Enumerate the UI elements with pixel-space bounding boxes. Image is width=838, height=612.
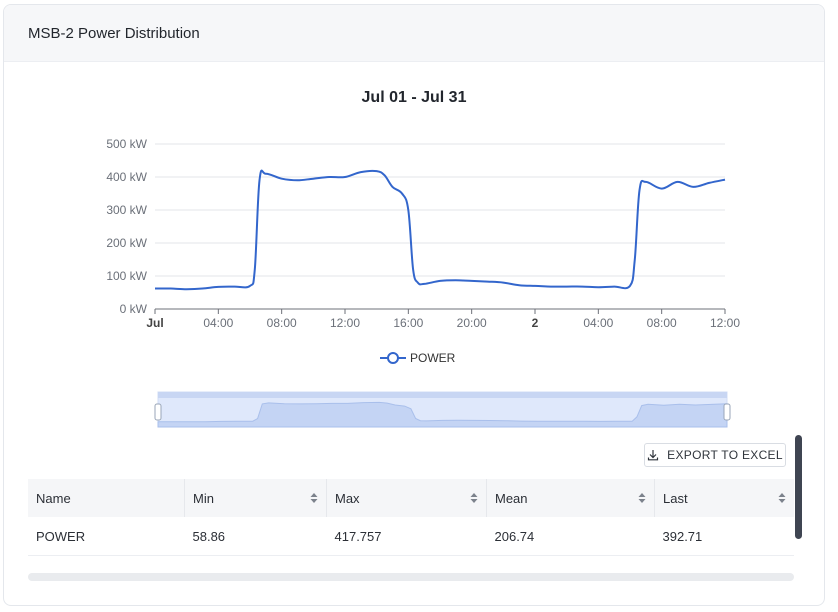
- x-tick-label: 08:00: [647, 316, 677, 330]
- column-header-last[interactable]: Last: [654, 479, 794, 517]
- chart-series: [154, 169, 726, 291]
- y-tick-label: 400 kW: [106, 170, 147, 184]
- y-axis: 0 kW 100 kW 200 kW 300 kW 400 kW 500 kW: [106, 137, 147, 316]
- zoom-preview-area: [157, 401, 728, 428]
- cell-max: 417.757: [326, 517, 487, 556]
- legend-label[interactable]: POWER: [410, 351, 456, 365]
- cell-name: POWER: [28, 517, 185, 556]
- column-header-name[interactable]: Name: [28, 479, 185, 517]
- y-tick-label: 0 kW: [120, 302, 148, 316]
- y-tick-label: 500 kW: [106, 137, 147, 151]
- sort-icon[interactable]: [470, 492, 478, 504]
- chart-title: Jul 01 - Jul 31: [362, 89, 467, 106]
- y-tick-label: 300 kW: [106, 203, 147, 217]
- chart-grid: [155, 143, 725, 277]
- y-tick-label: 100 kW: [106, 269, 147, 283]
- cell-mean: 206.74: [486, 517, 655, 556]
- statistics-table: Name Min Max Mean: [28, 479, 794, 556]
- cell-last: 392.71: [654, 517, 794, 556]
- export-button-label: EXPORT TO EXCEL: [667, 448, 783, 462]
- cell-min: 58.86: [184, 517, 327, 556]
- horizontal-scrollbar[interactable]: [28, 573, 794, 581]
- column-header-min[interactable]: Min: [184, 479, 327, 517]
- x-tick-label: 08:00: [267, 316, 297, 330]
- x-tick-label: 16:00: [393, 316, 423, 330]
- sort-icon[interactable]: [638, 492, 646, 504]
- x-tick-label: 04:00: [583, 316, 613, 330]
- x-tick-label: Jul: [146, 316, 163, 330]
- x-tick-label: 2: [532, 316, 539, 330]
- zoom-handle-left[interactable]: [154, 403, 162, 421]
- export-to-excel-button[interactable]: EXPORT TO EXCEL: [644, 443, 786, 467]
- x-tick-label: 12:00: [710, 316, 740, 330]
- x-tick-label: 04:00: [203, 316, 233, 330]
- column-label: Min: [193, 490, 214, 506]
- column-header-mean[interactable]: Mean: [486, 479, 655, 517]
- column-label: Last: [663, 490, 688, 506]
- zoom-top-bar[interactable]: [158, 392, 727, 398]
- column-label: Mean: [495, 490, 528, 506]
- table-header-row: Name Min Max Mean: [28, 479, 794, 517]
- x-tick-label: 12:00: [330, 316, 360, 330]
- power-line-chart: Jul 01 - Jul 31 0 kW 100 kW 200 kW 300 kW 40…: [106, 89, 740, 428]
- legend-marker: [387, 352, 399, 364]
- panel-title: MSB-2 Power Distribution: [28, 25, 200, 42]
- power-series-line: [154, 169, 726, 291]
- panel-header: MSB-2 Power Distribution: [4, 5, 824, 62]
- x-tick-label: 20:00: [457, 316, 487, 330]
- sort-icon[interactable]: [778, 492, 786, 504]
- power-distribution-panel: MSB-2 Power Distribution Jul 01 - Jul 31…: [3, 4, 825, 606]
- column-label: Max: [335, 490, 360, 506]
- data-zoom-slider[interactable]: [154, 391, 731, 428]
- table-row: POWER 58.86 417.757 206.74 392.71: [28, 517, 794, 556]
- zoom-handle-right[interactable]: [723, 403, 731, 421]
- vertical-scrollbar[interactable]: [795, 435, 802, 539]
- x-axis: Jul 04:00 08:00 12:00 16:00 20:00 2 04:00 08:00 1…: [146, 308, 740, 330]
- download-icon: [648, 450, 659, 461]
- column-header-max[interactable]: Max: [326, 479, 487, 517]
- y-tick-label: 200 kW: [106, 236, 147, 250]
- chart-legend[interactable]: POWER: [380, 351, 456, 365]
- column-label: Name: [36, 490, 71, 506]
- sort-icon[interactable]: [310, 492, 318, 504]
